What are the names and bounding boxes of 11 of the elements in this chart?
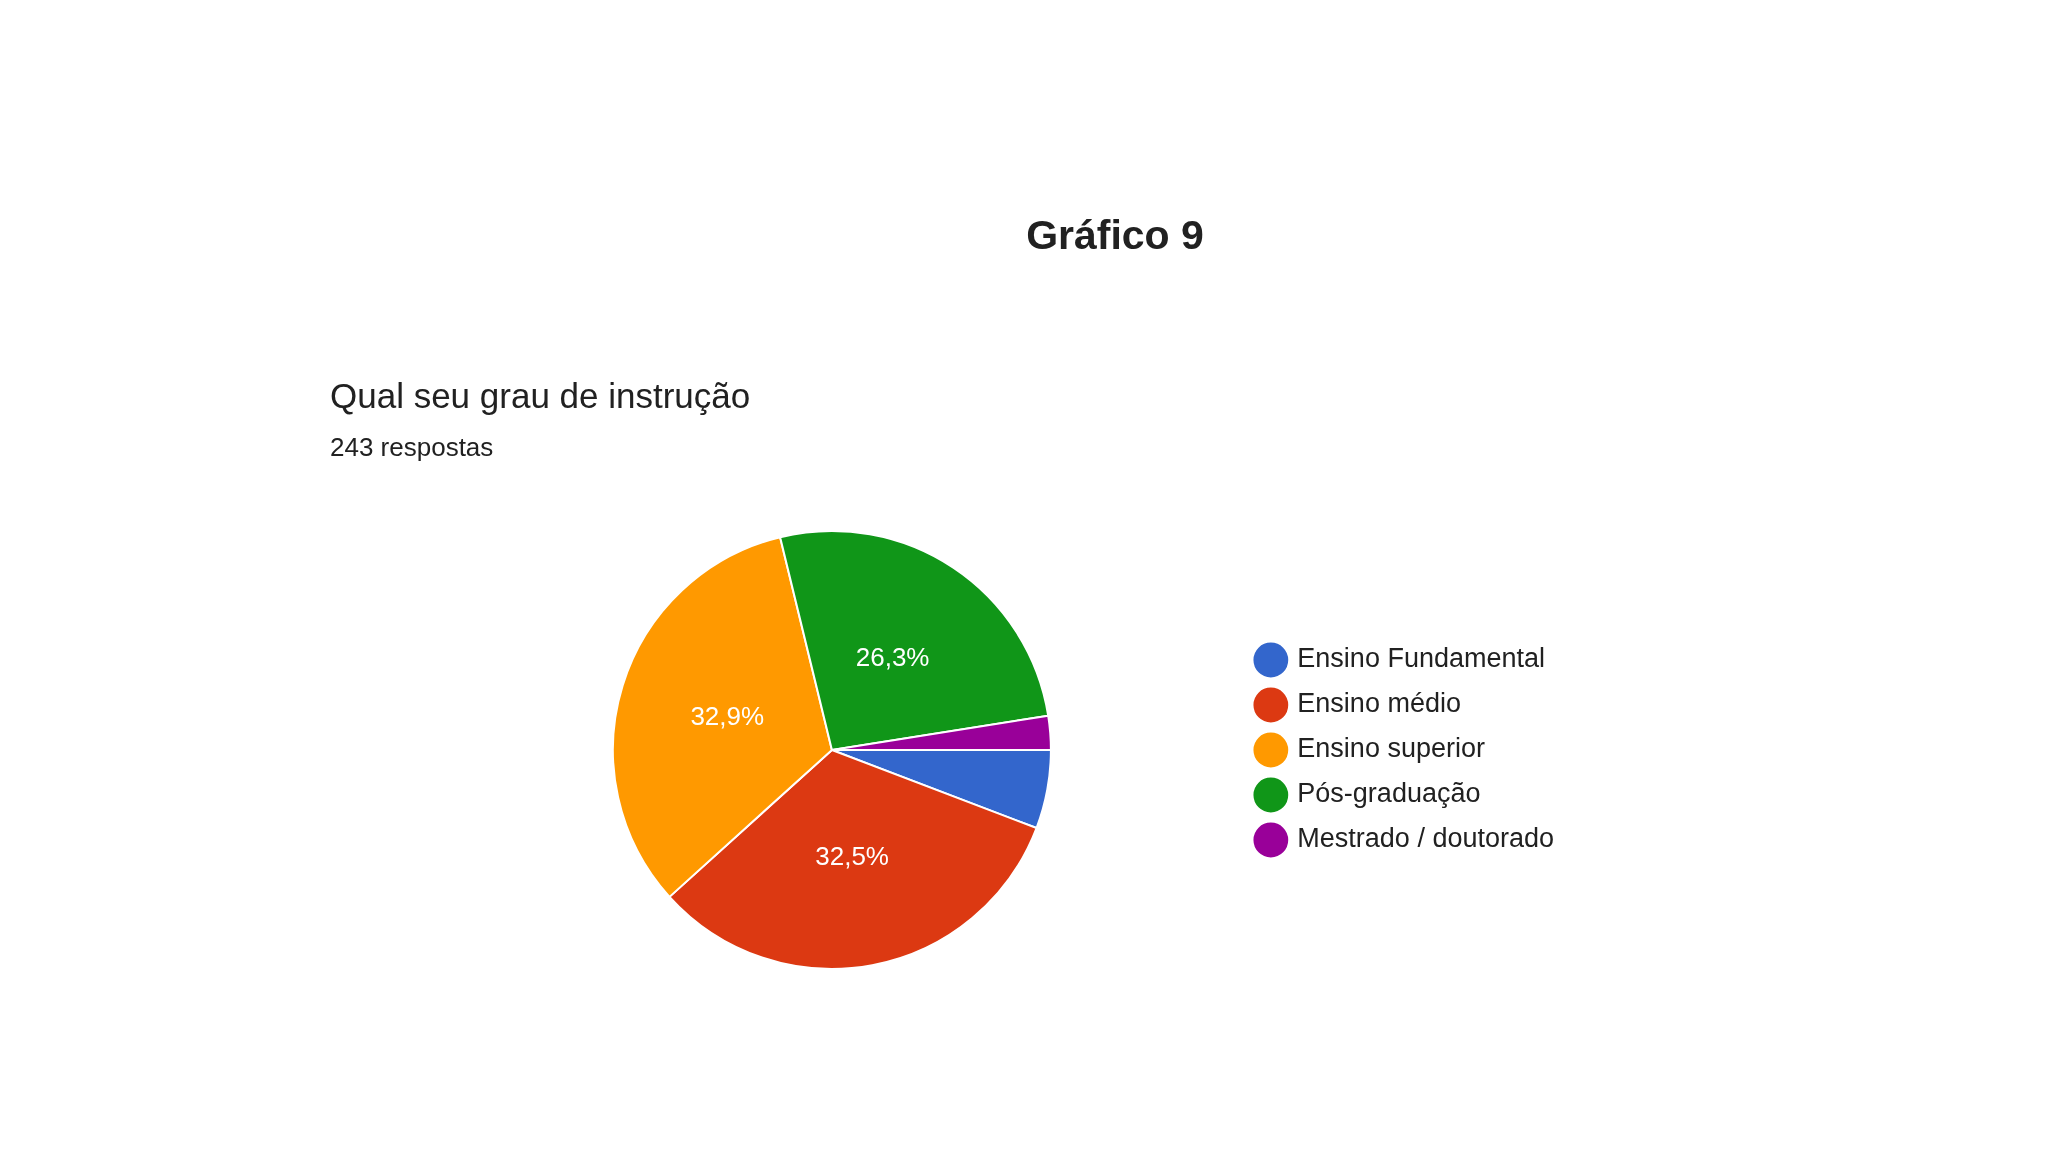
legend-label: Ensino médio <box>1297 688 1461 719</box>
data-label: 32,5% <box>815 840 889 871</box>
data-label: 26,3% <box>855 642 930 673</box>
data-label: 32,9% <box>690 700 765 731</box>
legend-label: Pós-graduação <box>1297 778 1481 809</box>
chart-subtitle: Qual seu grau de instrução <box>330 376 751 416</box>
chart-title: Gráfico 9 <box>1025 212 1205 259</box>
legend-label: Mestrado / doutorado <box>1297 823 1555 854</box>
legend-label: Ensino superior <box>1297 733 1485 764</box>
legend-label: Ensino Fundamental <box>1297 643 1545 674</box>
text: 243 respostas <box>330 432 494 463</box>
